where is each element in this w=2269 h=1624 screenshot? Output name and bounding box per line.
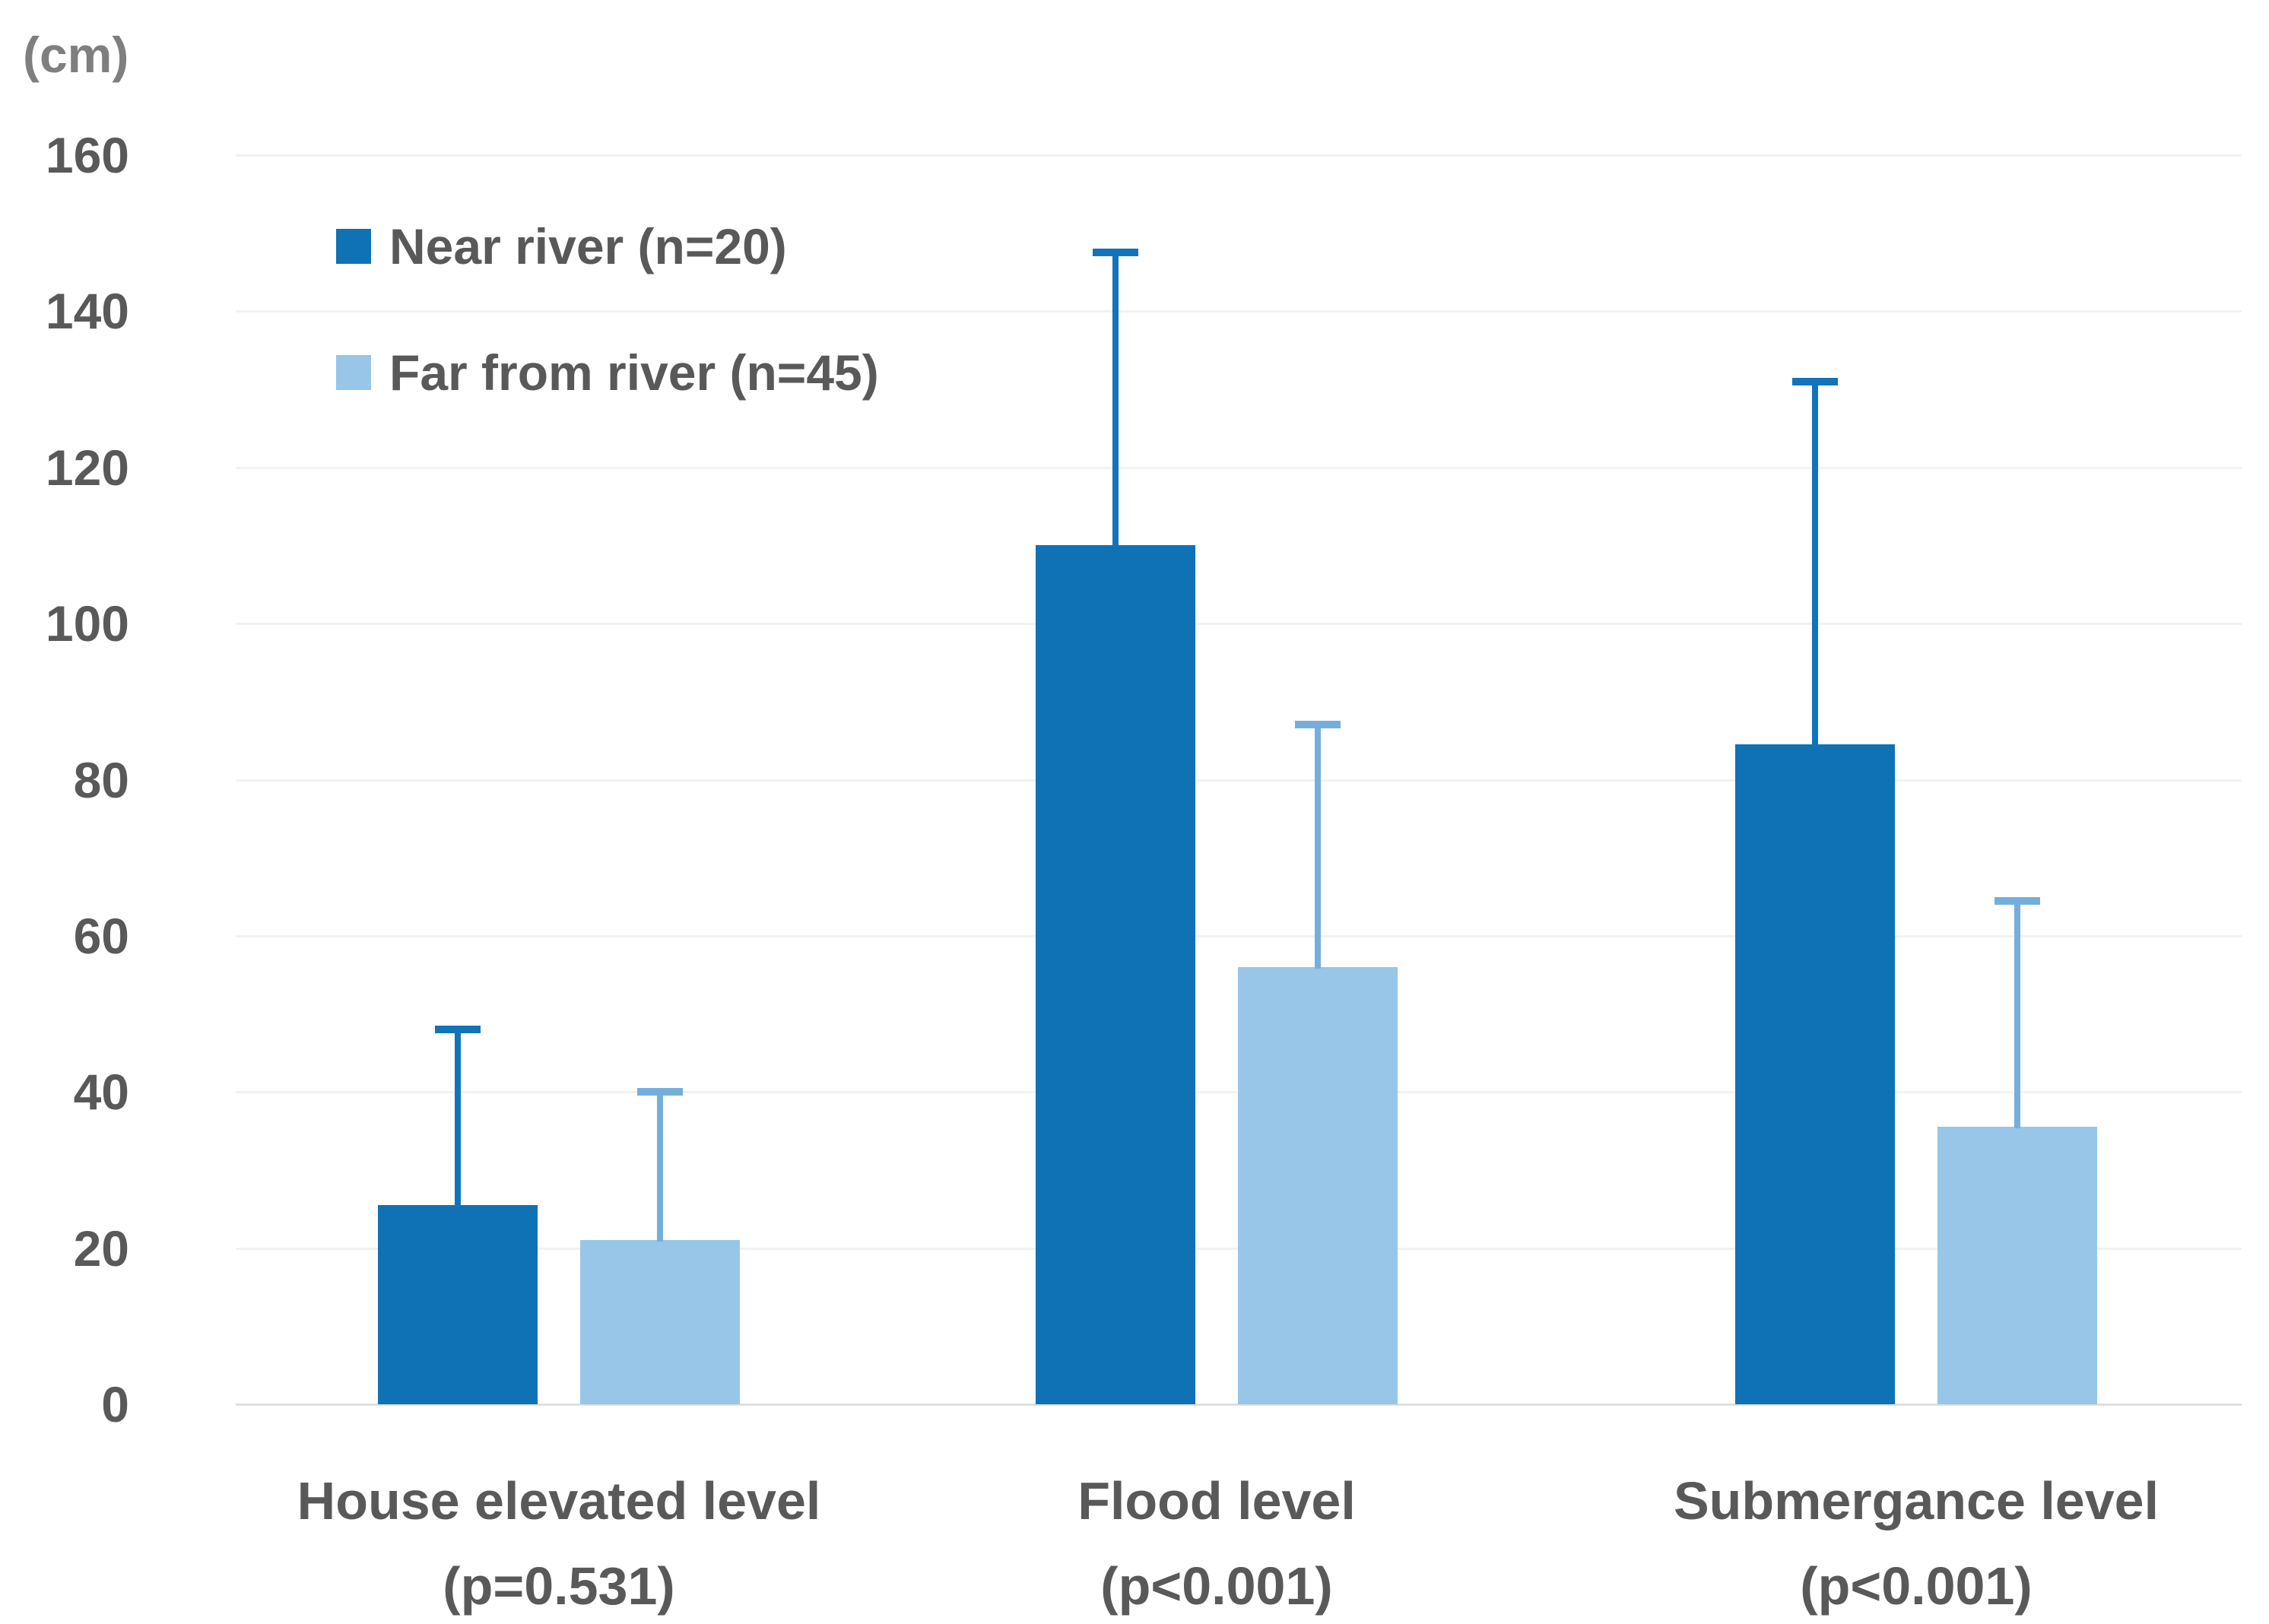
error-bar-line-far-3: [2014, 897, 2020, 1128]
y-tick-label-20: 20: [73, 1220, 129, 1277]
gridline-140: [236, 310, 2242, 312]
y-tick-label-140: 140: [45, 283, 129, 339]
x-category-label-1: House elevated level (p=0.531): [141, 1458, 977, 1624]
y-tick-label-60: 60: [73, 908, 129, 964]
x-category-pvalue-3: (p<0.001): [1800, 1556, 2033, 1616]
bar-far-from-river-1: [580, 1240, 740, 1404]
y-tick-label-120: 120: [45, 439, 129, 496]
gridline-60: [236, 935, 2242, 937]
x-category-label-line1-1: House elevated level: [297, 1471, 821, 1530]
legend-label-far-from-river: Far from river (n=45): [389, 344, 879, 401]
y-axis-unit-label: (cm): [23, 27, 129, 83]
y-tick-label-0: 0: [101, 1376, 129, 1432]
legend-swatch-far-from-river: [336, 355, 371, 390]
x-category-label-line1-2: Flood level: [1077, 1471, 1356, 1530]
gridline-100: [236, 623, 2242, 625]
y-tick-label-80: 80: [73, 752, 129, 808]
gridline-120: [236, 467, 2242, 469]
bar-near-river-2: [1036, 545, 1195, 1404]
error-bar-cap-far-2: [1295, 721, 1341, 728]
error-bar-cap-near-2: [1093, 249, 1138, 256]
error-bar-cap-far-3: [1994, 897, 2040, 905]
error-bar-line-near-1: [455, 1026, 461, 1207]
gridline-0: [236, 1404, 2242, 1406]
bar-near-river-3: [1735, 744, 1895, 1404]
x-category-label-2: Flood level (p<0.001): [798, 1458, 1635, 1624]
legend: Near river (n=20) Far from river (n=45): [336, 218, 879, 477]
error-bar-cap-near-1: [435, 1026, 481, 1033]
y-tick-label-40: 40: [73, 1064, 129, 1120]
bar-far-from-river-3: [1937, 1127, 2097, 1404]
legend-item-near-river: Near river (n=20): [336, 218, 879, 274]
legend-label-near-river: Near river (n=20): [389, 218, 787, 274]
legend-swatch-near-river: [336, 229, 371, 264]
gridline-80: [236, 779, 2242, 782]
error-bar-cap-far-1: [637, 1088, 683, 1096]
bar-near-river-1: [378, 1205, 538, 1404]
error-bar-line-near-3: [1812, 378, 1818, 746]
legend-item-far-from-river: Far from river (n=45): [336, 344, 879, 401]
x-category-label-line1-3: Submergance level: [1673, 1471, 2160, 1530]
x-category-label-3: Submergance level (p<0.001): [1498, 1458, 2269, 1624]
x-category-pvalue-2: (p<0.001): [1100, 1556, 1333, 1616]
x-category-pvalue-1: (p=0.531): [443, 1556, 675, 1616]
error-bar-line-far-2: [1315, 721, 1321, 969]
bar-far-from-river-2: [1238, 967, 1398, 1404]
y-tick-label-100: 100: [45, 595, 129, 652]
gridline-160: [236, 154, 2242, 157]
error-bar-line-far-1: [657, 1088, 663, 1242]
error-bar-cap-near-3: [1792, 378, 1838, 385]
y-tick-label-160: 160: [45, 127, 129, 183]
error-bar-line-near-2: [1112, 249, 1119, 547]
